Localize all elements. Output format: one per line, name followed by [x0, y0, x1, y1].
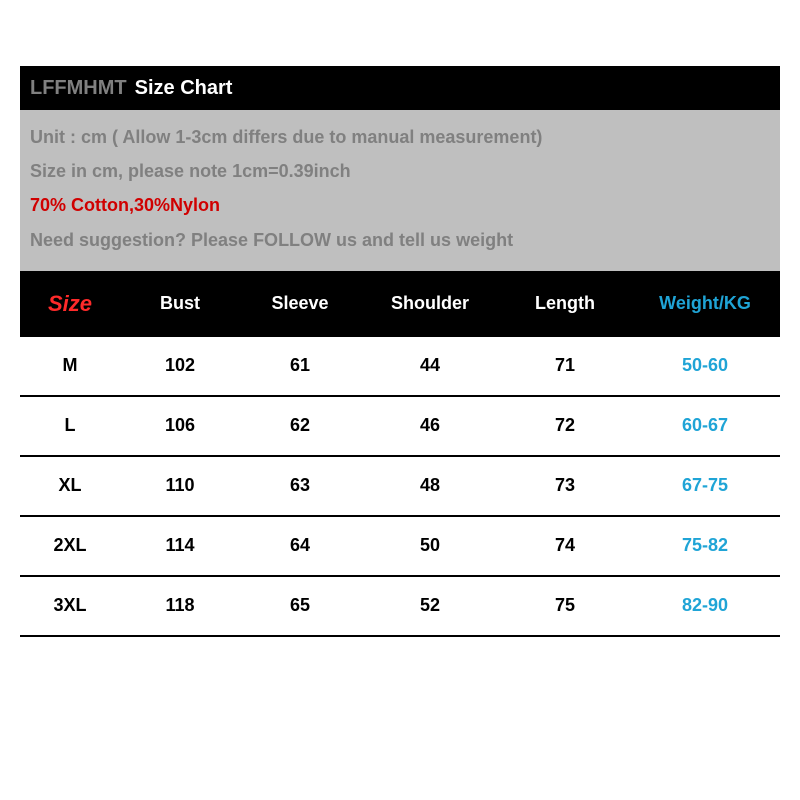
cell-weight: 60-67 [630, 415, 780, 436]
conversion-note: Size in cm, please note 1cm=0.39inch [30, 154, 770, 188]
col-size: Size [20, 291, 120, 317]
size-chart: LFFMHMT Size Chart Unit : cm ( Allow 1-3… [20, 66, 780, 637]
cell-size: 2XL [20, 535, 120, 556]
cell-shoulder: 52 [360, 595, 500, 616]
cell-sleeve: 65 [240, 595, 360, 616]
unit-note: Unit : cm ( Allow 1-3cm differs due to m… [30, 120, 770, 154]
col-shoulder: Shoulder [360, 293, 500, 314]
cell-size: M [20, 355, 120, 376]
material-note: 70% Cotton,30%Nylon [30, 188, 770, 222]
cell-size: 3XL [20, 595, 120, 616]
brand-name: LFFMHMT [30, 77, 127, 100]
cell-shoulder: 48 [360, 475, 500, 496]
cell-sleeve: 63 [240, 475, 360, 496]
cell-shoulder: 50 [360, 535, 500, 556]
cell-length: 71 [500, 355, 630, 376]
cell-sleeve: 62 [240, 415, 360, 436]
cell-length: 74 [500, 535, 630, 556]
cell-sleeve: 64 [240, 535, 360, 556]
cell-bust: 102 [120, 355, 240, 376]
col-length: Length [500, 293, 630, 314]
col-bust: Bust [120, 293, 240, 314]
chart-title: Size Chart [135, 77, 233, 100]
cell-size: XL [20, 475, 120, 496]
title-bar: LFFMHMT Size Chart [20, 66, 780, 110]
col-weight: Weight/KG [630, 293, 780, 314]
cell-weight: 75-82 [630, 535, 780, 556]
suggestion-note: Need suggestion? Please FOLLOW us and te… [30, 223, 770, 257]
cell-length: 75 [500, 595, 630, 616]
cell-weight: 50-60 [630, 355, 780, 376]
table-body: M10261447150-60L10662467260-67XL11063487… [20, 337, 780, 637]
cell-sleeve: 61 [240, 355, 360, 376]
cell-size: L [20, 415, 120, 436]
table-row: XL11063487367-75 [20, 457, 780, 517]
table-row: 3XL11865527582-90 [20, 577, 780, 637]
cell-bust: 110 [120, 475, 240, 496]
cell-weight: 67-75 [630, 475, 780, 496]
cell-weight: 82-90 [630, 595, 780, 616]
table-row: L10662467260-67 [20, 397, 780, 457]
cell-length: 72 [500, 415, 630, 436]
col-sleeve: Sleeve [240, 293, 360, 314]
cell-bust: 118 [120, 595, 240, 616]
cell-length: 73 [500, 475, 630, 496]
table-row: 2XL11464507475-82 [20, 517, 780, 577]
info-block: Unit : cm ( Allow 1-3cm differs due to m… [20, 110, 780, 271]
cell-shoulder: 44 [360, 355, 500, 376]
cell-bust: 106 [120, 415, 240, 436]
table-header: Size Bust Sleeve Shoulder Length Weight/… [20, 271, 780, 337]
cell-bust: 114 [120, 535, 240, 556]
table-row: M10261447150-60 [20, 337, 780, 397]
cell-shoulder: 46 [360, 415, 500, 436]
